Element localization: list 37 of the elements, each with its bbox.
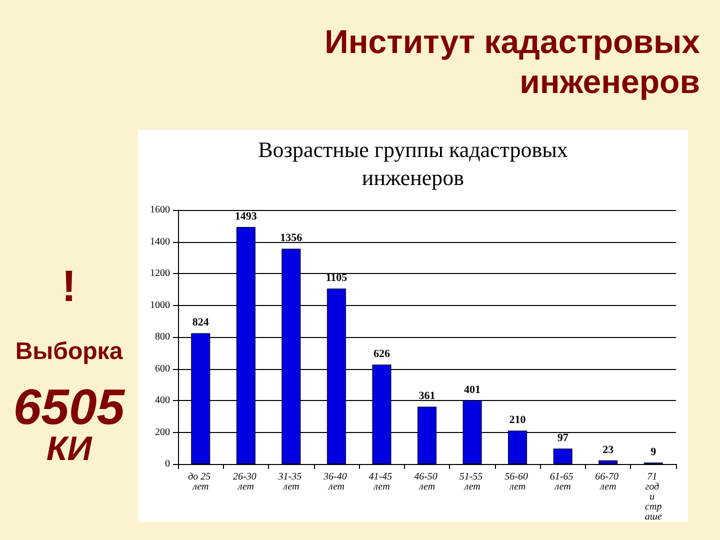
y-tick-label: 1600 <box>150 204 170 216</box>
y-tick-label: 0 <box>165 458 170 470</box>
data-label: 1105 <box>326 272 348 284</box>
y-tick-label: 400 <box>155 395 170 406</box>
data-label: 401 <box>464 384 481 396</box>
x-tick-label: 36-40 лет <box>322 472 350 492</box>
data-label: 626 <box>373 348 390 360</box>
data-label: 1356 <box>280 232 303 244</box>
x-tick-label: 56-60 лет <box>504 472 530 492</box>
bar <box>553 448 572 464</box>
y-tick-label: 1000 <box>150 300 170 311</box>
y-tick-label: 600 <box>155 363 170 374</box>
y-tick-label: 800 <box>155 332 170 342</box>
text: ! <box>60 262 78 312</box>
x-tick-label: 71 год и страше <box>644 472 662 522</box>
x-tick-label: 46-50 лет <box>414 472 440 492</box>
text: Выборка <box>14 338 124 366</box>
chart-subtitle: Возрастные группы кадастровых инженеров <box>257 136 569 192</box>
x-tick-label: до 25 лет <box>188 472 214 492</box>
data-label: 361 <box>418 390 436 402</box>
x-tick-label: 61-65 лет <box>550 472 576 492</box>
data-label: 1493 <box>234 210 258 222</box>
x-tick-label: 51-55 лет <box>459 472 486 492</box>
data-label: 97 <box>557 432 569 444</box>
data-label: 9 <box>650 446 657 458</box>
data-label: 23 <box>602 444 614 456</box>
bar <box>598 460 618 464</box>
y-tick-label: 1200 <box>150 268 170 279</box>
data-label: 824 <box>192 316 210 329</box>
chart-title: Институт кадастровых инженеров <box>324 22 700 102</box>
x-tick-label: 66-70 лет <box>595 472 622 492</box>
x-tick-label: 26-30 лет <box>232 472 259 492</box>
x-tick-label: 31-35 лет <box>277 472 304 492</box>
x-tick-label: 41-45 лет <box>368 472 395 492</box>
y-tick-label: 200 <box>155 426 170 438</box>
data-label: 210 <box>509 414 526 426</box>
y-tick-label: 1400 <box>150 236 170 248</box>
